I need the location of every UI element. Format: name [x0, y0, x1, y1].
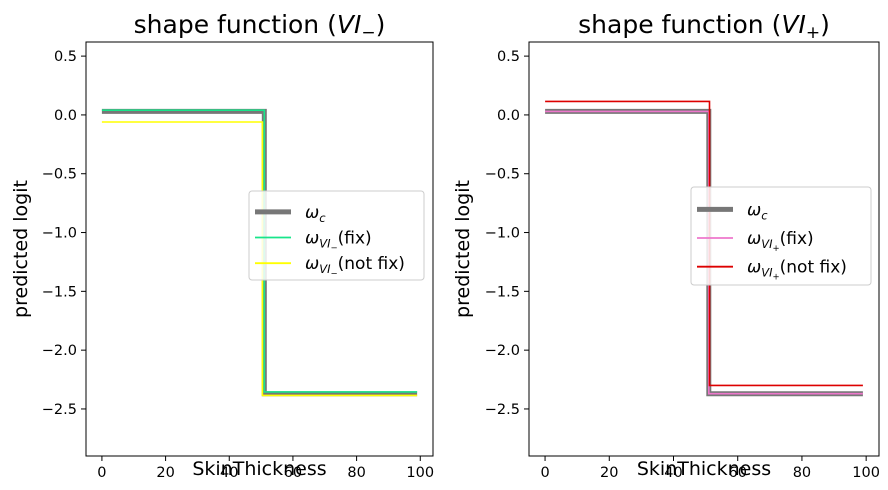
y-tick-label: −1.0: [42, 226, 77, 242]
chart-panel-vi-plus: 0 20 40 60 80 100 0.5 0.0 −0.5 −1.0 −1.5 −2.0 −2.5 Sk…: [452, 10, 880, 481]
x-tick-label: 40: [664, 465, 682, 481]
x-tick-label: 80: [347, 465, 365, 481]
axes-frame: [528, 41, 880, 457]
y-tick-label: −0.5: [485, 167, 520, 183]
x-tick-label: 100: [852, 465, 880, 481]
chart-title: shape function (VI+): [578, 10, 830, 43]
x-tick-label: 0: [540, 465, 549, 481]
legend-box: [248, 190, 425, 281]
legend-label-omega_VI_minus_fix: ωVI−(fix): [305, 229, 372, 254]
chart-panel-vi-minus: 0 20 40 60 80 100 0.5 0.0 −0.5 −1.0 −1.5 −2.0 −2.5 Sk…: [10, 10, 434, 481]
legend-label-omega_VI_plus_not_fix: ωVI+(not fix): [747, 258, 847, 283]
y-tick-label: −2.5: [42, 402, 77, 418]
x-tick-label: 20: [600, 465, 618, 481]
y-tick-label: 0.0: [54, 108, 77, 124]
y-tick-label: 0.5: [497, 49, 520, 65]
axes-frame: [85, 41, 434, 457]
x-tick-label: 20: [156, 465, 174, 481]
legend-label-omega_VI_plus_fix: ωVI+(fix): [747, 229, 814, 254]
y-tick-label: −2.5: [485, 402, 520, 418]
y-tick-label: 0.0: [497, 108, 520, 124]
x-tick-label: 80: [793, 465, 811, 481]
y-tick-label: −1.5: [42, 284, 77, 300]
legend: ωc ωVI−(fix)ωVI−(not fix): [248, 190, 425, 281]
y-tick-label: −2.0: [42, 343, 77, 359]
x-tick-label: 40: [220, 465, 238, 481]
x-tick-label: 0: [97, 465, 106, 481]
y-tick-label: −1.5: [485, 284, 520, 300]
x-tick-label: 100: [406, 465, 434, 481]
x-tick-label: 60: [728, 465, 746, 481]
x-axis-label: SkinThickness: [637, 458, 771, 480]
y-axis-label: predicted logit: [10, 180, 32, 318]
y-tick-label: 0.5: [54, 49, 77, 65]
legend-label-omega_VI_minus_not_fix: ωVI−(not fix): [305, 254, 405, 279]
y-tick-label: −1.0: [485, 226, 520, 242]
y-tick-label: −2.0: [485, 343, 520, 359]
legend: ωc ωVI+(fix) ωVI+(not fix): [690, 186, 872, 286]
chart-title: shape function (VI−): [134, 10, 386, 43]
legend-box: [690, 186, 872, 286]
y-tick-label: −0.5: [42, 167, 77, 183]
x-axis-label: SkinThickness: [192, 458, 326, 480]
legend-label-omega_c: ωc: [305, 203, 326, 225]
legend-label-omega_c: ωc: [747, 200, 768, 222]
y-axis-label: predicted logit: [452, 180, 474, 318]
x-tick-label: 60: [284, 465, 302, 481]
